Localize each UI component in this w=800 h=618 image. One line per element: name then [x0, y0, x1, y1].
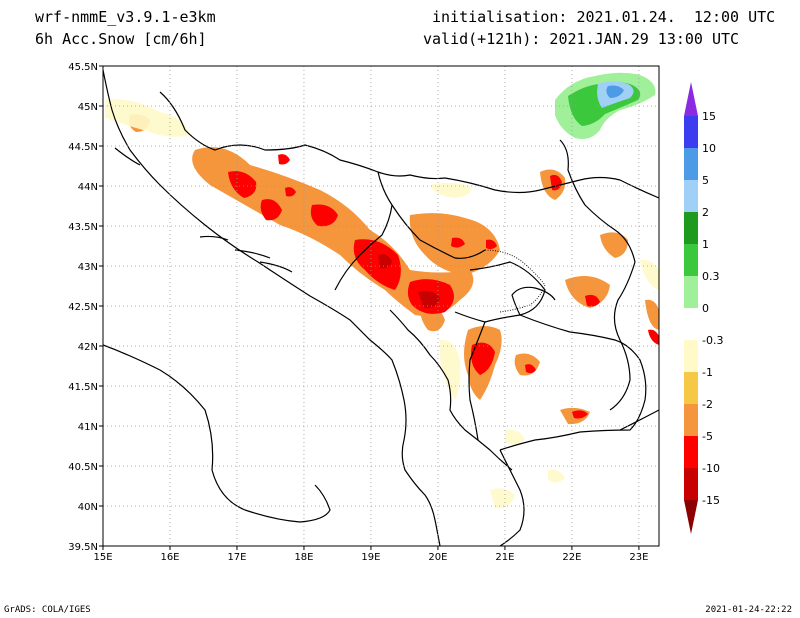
- lon-tick-label: 21E: [495, 552, 514, 563]
- legend-swatch: [684, 244, 698, 276]
- lon-tick-label: 23E: [629, 552, 648, 563]
- lon-tick-label: 16E: [160, 552, 179, 563]
- boundaries: [103, 69, 659, 546]
- gridlines: [103, 66, 659, 546]
- lat-tick-label: 42.5N: [68, 302, 98, 313]
- legend-label: 10: [702, 142, 716, 155]
- legend-label: 0: [702, 302, 709, 315]
- legend-swatch: [684, 148, 698, 180]
- legend-arrow-bottom: [684, 500, 698, 534]
- legend-swatch: [684, 468, 698, 500]
- legend-label: 0.3: [702, 270, 720, 283]
- legend-swatch: [684, 180, 698, 212]
- lon-tick-label: 18E: [294, 552, 313, 563]
- legend-label: -1: [702, 366, 713, 379]
- lat-tick-label: 43N: [78, 262, 98, 273]
- lat-tick-label: 41.5N: [68, 382, 98, 393]
- lat-tick-label: 42N: [78, 342, 98, 353]
- lat-tick-label: 41N: [78, 422, 98, 433]
- lat-tick-label: 44.5N: [68, 142, 98, 153]
- legend-label: 1: [702, 238, 709, 251]
- lon-tick-label: 22E: [562, 552, 581, 563]
- axes: 15E 16E 17E 18E 19E 20E 21E 22E 23E 39.5N 40N 40.5N…: [68, 62, 648, 563]
- model-name: wrf-nmmE_v3.9.1-e3km: [35, 8, 216, 26]
- legend-arrow-top: [684, 82, 698, 116]
- legend-swatch: [684, 340, 698, 372]
- lon-tick-label: 19E: [361, 552, 380, 563]
- snow-field: [105, 72, 659, 509]
- lat-tick-label: 44N: [78, 182, 98, 193]
- legend-swatch: [684, 276, 698, 308]
- initialisation-time: initialisation: 2021.01.24. 12:00 UTC: [432, 8, 776, 26]
- lon-tick-label: 20E: [428, 552, 447, 563]
- lon-tick-label: 17E: [227, 552, 246, 563]
- legend-swatch: [684, 308, 698, 340]
- legend-label: -5: [702, 430, 713, 443]
- lat-tick-label: 40N: [78, 502, 98, 513]
- legend-swatch: [684, 372, 698, 404]
- lat-tick-label: 45.5N: [68, 62, 98, 73]
- lat-tick-label: 45N: [78, 102, 98, 113]
- legend-label: -10: [702, 462, 720, 475]
- legend-swatch: [684, 212, 698, 244]
- field-name: 6h Acc.Snow [cm/6h]: [35, 30, 207, 48]
- legend-label: 5: [702, 174, 709, 187]
- lat-tick-label: 43.5N: [68, 222, 98, 233]
- color-legend: 15 10 5 2 1 0.3 0 -0.3 -1 -2 -5 -10 -15: [684, 82, 723, 534]
- legend-label: -2: [702, 398, 713, 411]
- legend-label: 15: [702, 110, 716, 123]
- lat-tick-label: 40.5N: [68, 462, 98, 473]
- legend-label: -0.3: [702, 334, 723, 347]
- legend-label: 2: [702, 206, 709, 219]
- legend-swatch: [684, 404, 698, 436]
- lon-tick-label: 15E: [93, 552, 112, 563]
- valid-time: valid(+121h): 2021.JAN.29 13:00 UTC: [423, 30, 740, 48]
- footer-timestamp: 2021-01-24-22:22: [705, 605, 792, 615]
- lat-tick-label: 39.5N: [68, 542, 98, 553]
- legend-swatch: [684, 116, 698, 148]
- footer-software: GrADS: COLA/IGES: [4, 605, 91, 615]
- legend-swatch: [684, 436, 698, 468]
- legend-label: -15: [702, 494, 720, 507]
